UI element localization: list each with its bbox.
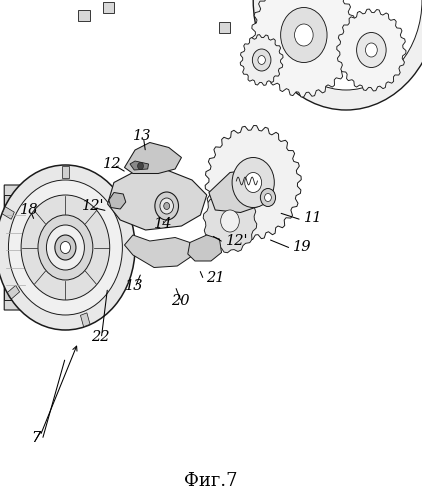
Text: 12: 12 — [103, 156, 122, 170]
Text: 20: 20 — [171, 294, 189, 308]
Bar — [219, 22, 230, 32]
Circle shape — [270, 0, 422, 90]
Text: 12': 12' — [82, 199, 105, 213]
Polygon shape — [203, 189, 257, 253]
Polygon shape — [4, 185, 91, 310]
Text: 22: 22 — [91, 330, 109, 344]
Bar — [103, 2, 114, 12]
Text: 21: 21 — [206, 272, 225, 285]
Polygon shape — [4, 195, 27, 300]
Circle shape — [365, 43, 377, 57]
Polygon shape — [130, 161, 149, 170]
Circle shape — [60, 242, 70, 254]
Circle shape — [252, 49, 271, 71]
Circle shape — [265, 194, 271, 202]
Polygon shape — [188, 235, 222, 261]
Circle shape — [160, 198, 173, 214]
Circle shape — [38, 215, 93, 280]
Circle shape — [245, 172, 262, 193]
Text: 13: 13 — [133, 129, 151, 143]
Circle shape — [8, 180, 122, 315]
Polygon shape — [124, 235, 192, 268]
Bar — [78, 10, 90, 21]
Polygon shape — [124, 142, 181, 174]
Bar — [2, 206, 14, 220]
Text: 7: 7 — [32, 432, 41, 446]
Text: 18: 18 — [20, 203, 39, 217]
Circle shape — [258, 56, 265, 64]
Text: 11: 11 — [304, 212, 322, 226]
Text: Фиг.7: Фиг.7 — [184, 472, 238, 490]
Circle shape — [253, 0, 422, 110]
Polygon shape — [240, 34, 283, 86]
Circle shape — [232, 158, 274, 208]
Circle shape — [46, 225, 84, 270]
Bar — [116, 206, 129, 220]
Bar — [62, 166, 69, 177]
Circle shape — [55, 235, 76, 260]
Text: 13: 13 — [124, 279, 143, 293]
Circle shape — [357, 32, 386, 68]
Text: 12': 12' — [226, 234, 248, 248]
Polygon shape — [205, 126, 301, 240]
Circle shape — [138, 162, 143, 170]
Circle shape — [0, 165, 135, 330]
Bar — [81, 313, 90, 326]
Circle shape — [281, 8, 327, 62]
Text: 7: 7 — [32, 432, 41, 446]
Circle shape — [21, 195, 110, 300]
Polygon shape — [252, 0, 356, 97]
Polygon shape — [109, 192, 126, 209]
Circle shape — [155, 192, 179, 220]
Polygon shape — [108, 170, 207, 230]
Bar — [8, 286, 19, 299]
Polygon shape — [337, 9, 406, 91]
Circle shape — [295, 24, 313, 46]
Circle shape — [260, 188, 276, 206]
Text: 14: 14 — [154, 216, 173, 230]
Text: 19: 19 — [293, 240, 312, 254]
Circle shape — [164, 202, 170, 209]
Circle shape — [221, 210, 239, 232]
Polygon shape — [209, 170, 270, 212]
